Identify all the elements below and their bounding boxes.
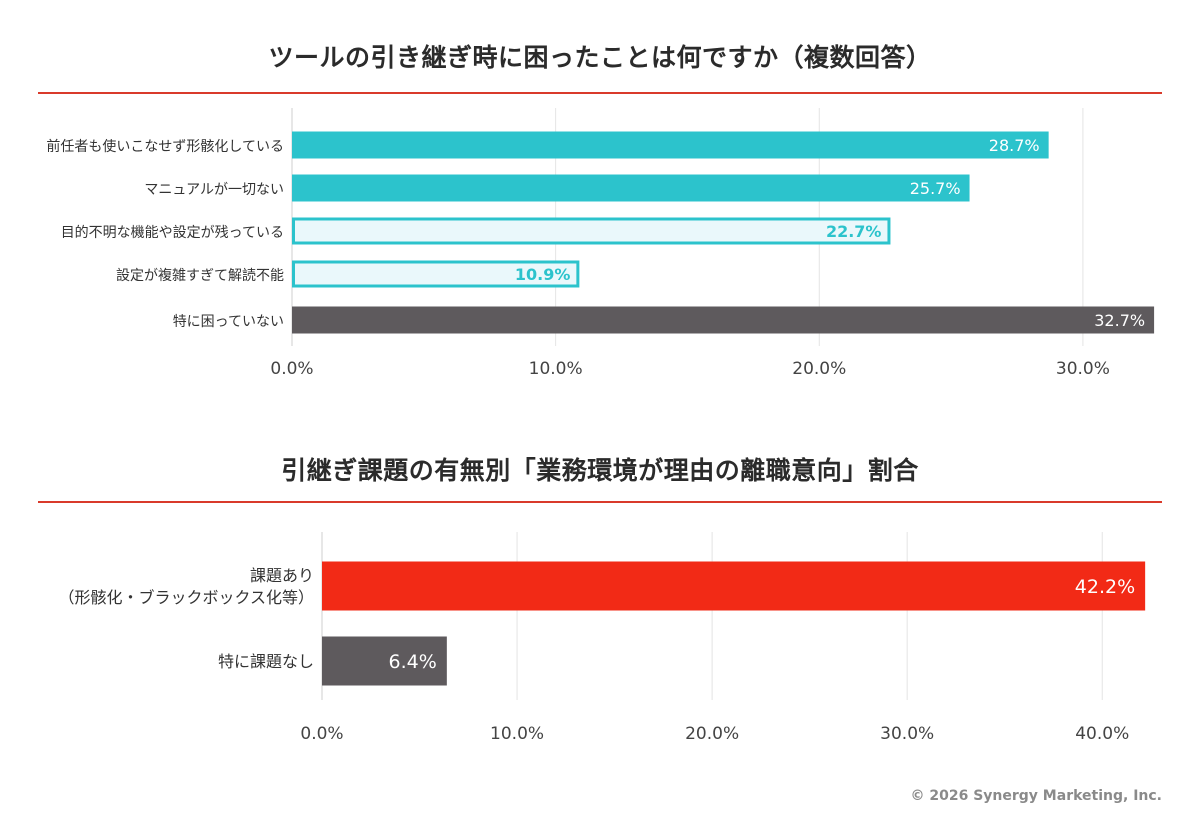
- chart1-value-label: 28.7%: [989, 136, 1040, 155]
- chart2-value-label: 42.2%: [1075, 576, 1135, 598]
- chart1-x-tick-label: 20.0%: [792, 359, 846, 379]
- chart2-x-tick-label: 10.0%: [490, 724, 544, 744]
- chart2-x-tick-label: 0.0%: [300, 724, 343, 744]
- chart2-x-tick-label: 30.0%: [880, 724, 934, 744]
- chart1-value-label: 25.7%: [910, 179, 961, 198]
- chart2-category-label: （形骸化・ブラックボックス化等）: [58, 588, 314, 607]
- chart2-title: 引継ぎ課題の有無別「業務環境が理由の離職意向」割合: [281, 456, 919, 485]
- chart2-x-tick-label: 40.0%: [1075, 724, 1129, 744]
- chart1-x-tick-label: 10.0%: [529, 359, 583, 379]
- chart1-title: ツールの引き継ぎ時に困ったことは何ですか（複数回答）: [268, 43, 932, 72]
- chart1-x-tick-label: 0.0%: [270, 359, 313, 379]
- chart2-bar: [322, 636, 447, 686]
- chart1-category-label: 目的不明な機能や設定が残っている: [61, 225, 284, 241]
- chart2-title-rule: [38, 501, 1162, 503]
- chart1-bar: [292, 131, 1049, 159]
- chart2-value-label: 6.4%: [389, 651, 437, 673]
- chart1-value-label: 22.7%: [826, 222, 882, 241]
- chart1-bar: [292, 260, 580, 288]
- chart1-x-tick-label: 30.0%: [1056, 359, 1110, 379]
- chart1-category-label: 前任者も使いこなせず形骸化している: [46, 138, 284, 155]
- chart2-bar: [322, 561, 1146, 611]
- chart1-title-rule: [38, 92, 1162, 94]
- chart2-category-label: 特に課題なし: [218, 652, 314, 671]
- chart2-x-tick-label: 20.0%: [685, 724, 739, 744]
- chart2-category-label: 課題あり: [250, 566, 314, 585]
- chart1-value-label: 32.7%: [1094, 311, 1145, 330]
- chart1-value-label: 10.9%: [515, 265, 571, 284]
- chart1-category-label: マニュアルが一切ない: [144, 182, 284, 198]
- chart1-category-label: 特に困っていない: [173, 314, 284, 330]
- chart1-bar: [292, 217, 891, 245]
- chart1-svg: 0.0% 10.0% 20.0% 30.0% 前任者も使いこなせず形骸化している 28.7…: [46, 108, 1155, 379]
- chart1-bar: [292, 306, 1155, 334]
- chart1-bar: [292, 174, 970, 202]
- copyright-text: © 2026 Synergy Marketing, Inc.: [910, 788, 1163, 804]
- chart2-svg: 0.0% 10.0% 20.0% 30.0% 40.0% 課題あり （形骸化・ブラックボック…: [58, 532, 1146, 744]
- chart1-category-label: 設定が複雑すぎて解読不能: [116, 267, 284, 284]
